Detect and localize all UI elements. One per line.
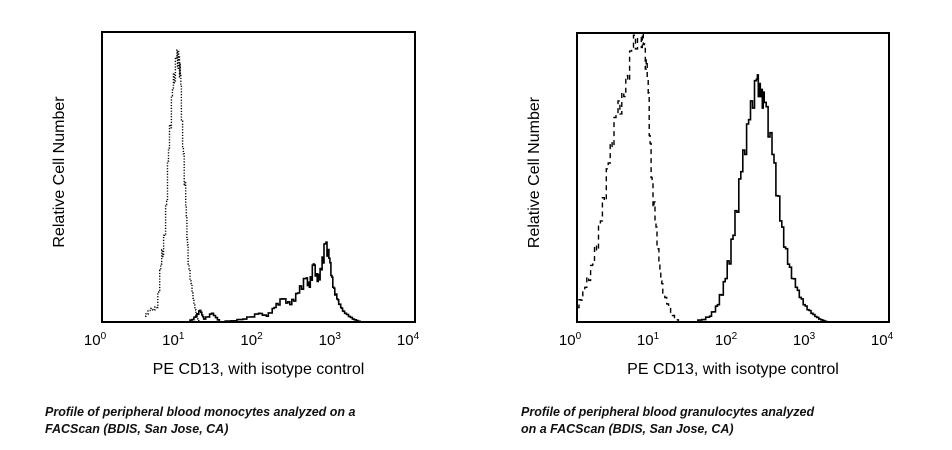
caption-line: on a FACScan (BDIS, San Jose, CA) (521, 422, 734, 436)
x-tick-label: 102 (715, 331, 738, 349)
caption-line: FACScan (BDIS, San Jose, CA) (45, 422, 229, 436)
x-tick-label: 102 (240, 331, 263, 349)
x-axis-label: PE CD13, with isotype control (627, 361, 839, 378)
histogram-dashed-0 (577, 32, 680, 322)
x-tick-exponent: 2 (257, 331, 263, 342)
y-axis-label: Relative Cell Number (526, 96, 543, 248)
caption-line: Profile of peripheral blood granulocytes… (521, 405, 815, 419)
plot-frame (576, 32, 890, 323)
x-tick-exponent: 4 (414, 331, 420, 342)
x-tick-exponent: 1 (179, 331, 185, 342)
x-tick-exponent: 0 (101, 331, 107, 342)
x-tick-label: 104 (871, 331, 894, 349)
x-tick-exponent: 3 (335, 331, 341, 342)
caption-line: Profile of peripheral blood monocytes an… (45, 405, 356, 419)
y-axis-label: Relative Cell Number (51, 96, 68, 248)
x-tick-label: 101 (162, 331, 185, 349)
x-tick-label: 103 (319, 331, 342, 349)
x-tick-label: 100 (84, 331, 107, 349)
x-tick-exponent: 1 (654, 331, 660, 342)
caption-left: Profile of peripheral blood monocytes an… (45, 404, 355, 438)
x-tick-label: 103 (793, 331, 816, 349)
x-axis-label: PE CD13, with isotype control (153, 361, 365, 378)
histogram-solid-1 (188, 241, 361, 323)
x-tick-label: 100 (559, 331, 582, 349)
histogram-dotted-0 (145, 49, 201, 322)
x-tick-exponent: 2 (732, 331, 738, 342)
plot-frame (101, 31, 416, 323)
caption-right: Profile of peripheral blood granulocytes… (521, 404, 814, 438)
x-tick-label: 104 (397, 331, 420, 349)
x-tick-exponent: 3 (810, 331, 816, 342)
x-tick-exponent: 4 (888, 331, 894, 342)
x-tick-label: 101 (637, 331, 660, 349)
histogram-solid-1 (694, 74, 828, 323)
x-tick-exponent: 0 (576, 331, 582, 342)
